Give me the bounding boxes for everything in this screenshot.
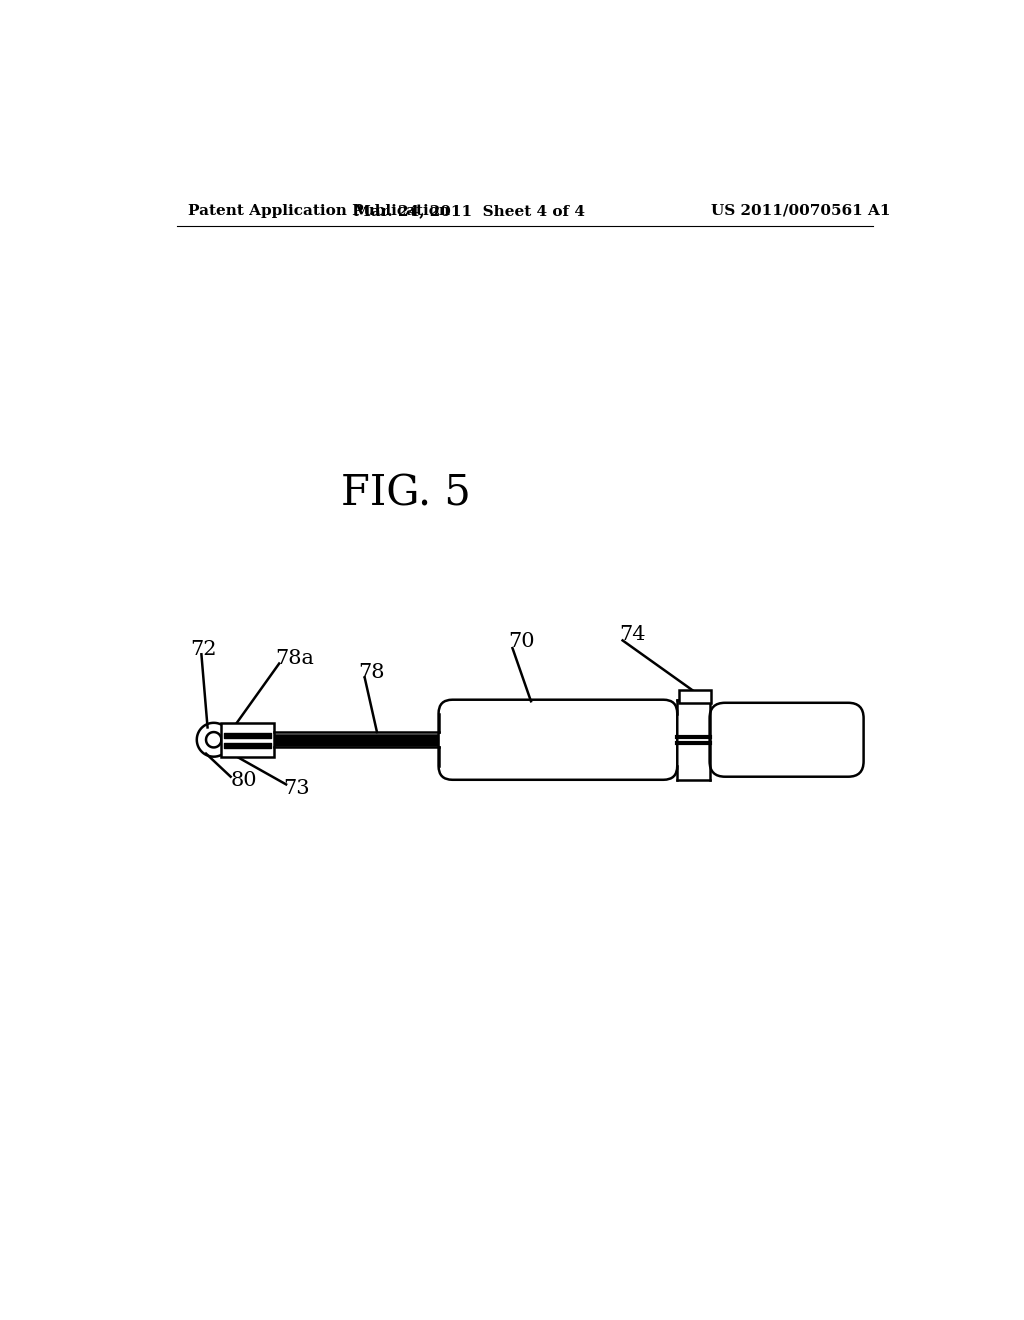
Text: Patent Application Publication: Patent Application Publication [188,203,451,218]
Text: 73: 73 [283,779,309,797]
FancyBboxPatch shape [710,702,863,776]
Bar [221,723,273,756]
Text: 78: 78 [358,663,385,682]
Text: 72: 72 [190,640,217,659]
Text: 80: 80 [230,771,257,791]
FancyBboxPatch shape [438,700,677,780]
Text: 70: 70 [508,632,535,652]
Text: Mar. 24, 2011  Sheet 4 of 4: Mar. 24, 2011 Sheet 4 of 4 [354,203,585,218]
Text: US 2011/0070561 A1: US 2011/0070561 A1 [711,203,890,218]
Text: 78a: 78a [275,649,314,668]
Bar [679,690,711,702]
Text: 74: 74 [620,624,646,644]
Text: FIG. 5: FIG. 5 [341,473,471,515]
